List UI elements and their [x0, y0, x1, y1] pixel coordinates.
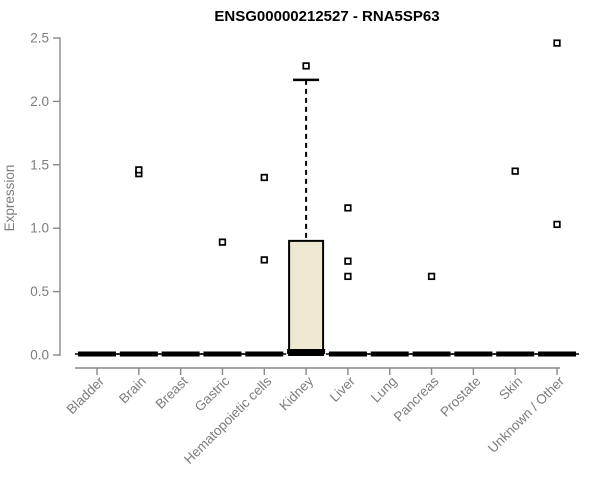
box-liver: [325, 204, 370, 357]
box-gastric: [200, 238, 245, 357]
box-hematopoietic-cells: [242, 173, 287, 357]
x-tick-label-unknown-other: Unknown / Other: [485, 373, 568, 456]
y-tick-label: 1.0: [30, 221, 49, 236]
x-tick-label-lung: Lung: [368, 374, 400, 406]
box-unknown-other: [535, 39, 580, 357]
y-tick-label: 2.5: [30, 31, 49, 46]
boxplot-marks-layer: [75, 39, 580, 357]
x-tick-label-brain: Brain: [116, 374, 149, 407]
outlier-point: [302, 62, 310, 70]
y-axis-title: Expression: [2, 165, 17, 232]
outlier-point: [511, 167, 519, 175]
outlier-point: [218, 238, 227, 246]
x-tick-label-bladder: Bladder: [64, 373, 108, 417]
x-tick-label-gastric: Gastric: [192, 373, 233, 414]
outlier-point: [260, 256, 268, 264]
x-tick-label-skin: Skin: [496, 374, 525, 403]
box-pancreas: [409, 272, 454, 357]
outlier-point: [344, 204, 352, 212]
box-kidney: [287, 62, 326, 357]
y-tick-label: 0.0: [30, 348, 49, 363]
y-tick-label: 2.0: [30, 94, 49, 109]
box-rect: [288, 239, 325, 357]
outlier-point: [344, 272, 352, 281]
box-skin: [493, 167, 538, 357]
x-tick-label-prostate: Prostate: [437, 374, 483, 420]
outlier-point: [344, 257, 352, 265]
x-tick-label-breast: Breast: [153, 373, 191, 411]
outlier-point: [553, 220, 561, 229]
x-tick-label-liver: Liver: [327, 373, 359, 405]
chart-title: ENSG00000212527 - RNA5SP63: [214, 8, 439, 25]
y-tick-label: 1.5: [30, 157, 49, 172]
outlier-point: [260, 173, 268, 182]
y-tick-label: 0.5: [30, 284, 49, 299]
outlier-point: [135, 166, 143, 174]
x-tick-label-pancreas: Pancreas: [391, 373, 442, 424]
outlier-point: [553, 39, 561, 47]
x-tick-label-kidney: Kidney: [276, 373, 316, 413]
box-brain: [116, 166, 161, 357]
outlier-point: [427, 272, 436, 281]
